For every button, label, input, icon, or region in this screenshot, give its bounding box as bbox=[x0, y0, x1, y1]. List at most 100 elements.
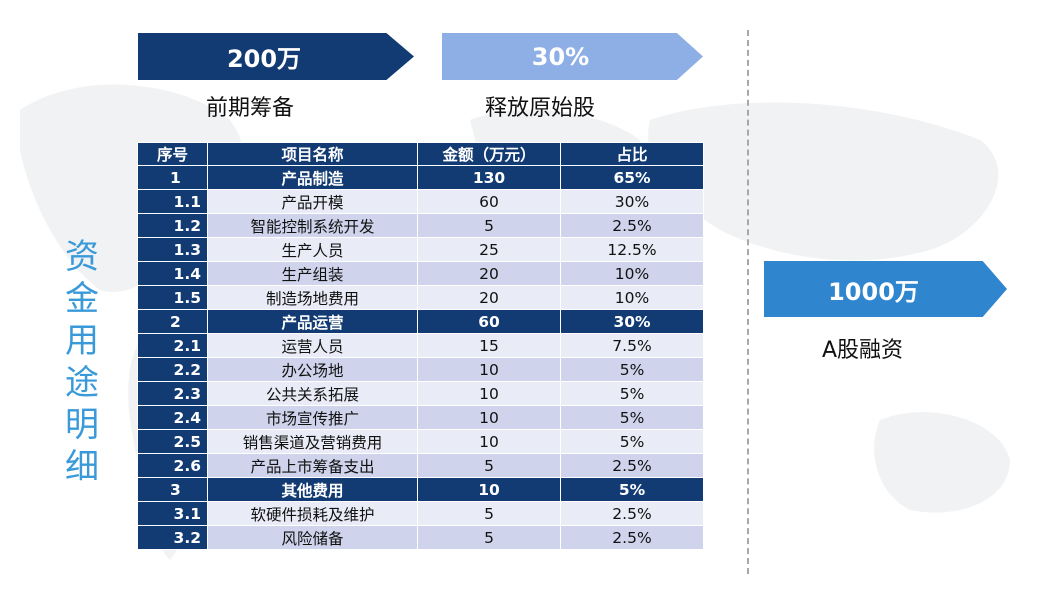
cell-amount: 5 bbox=[417, 453, 561, 478]
table-row: 1.3 生产人员 25 12.5% bbox=[137, 237, 704, 262]
cell-no: 3.2 bbox=[137, 525, 208, 550]
vertical-section-title: 资 金 用 途 明 细 bbox=[62, 236, 102, 488]
cell-name: 产品制造 bbox=[207, 165, 418, 190]
table-row: 2.6 产品上市筹备支出 5 2.5% bbox=[137, 453, 704, 478]
cell-no: 1 bbox=[137, 165, 208, 190]
cell-no: 1.5 bbox=[137, 285, 208, 310]
cell-name: 软硬件损耗及维护 bbox=[207, 501, 418, 526]
cell-name: 运营人员 bbox=[207, 333, 418, 358]
cell-amount: 10 bbox=[417, 405, 561, 430]
cell-amount: 10 bbox=[417, 381, 561, 406]
cell-amount: 5 bbox=[417, 213, 561, 238]
cell-ratio: 2.5% bbox=[560, 525, 704, 550]
header-no: 序号 bbox=[137, 142, 208, 166]
title-char: 金 bbox=[65, 279, 99, 319]
cell-no: 2.6 bbox=[137, 453, 208, 478]
cell-name: 其他费用 bbox=[207, 477, 418, 502]
cell-ratio: 5% bbox=[560, 429, 704, 454]
cell-amount: 10 bbox=[417, 477, 561, 502]
cell-no: 3 bbox=[137, 477, 208, 502]
header-ratio: 占比 bbox=[560, 142, 704, 166]
share-release-percent: 30% bbox=[531, 42, 590, 71]
cell-no: 1.2 bbox=[137, 213, 208, 238]
title-char: 资 bbox=[65, 237, 99, 277]
a-share-financing-caption: A股融资 bbox=[822, 338, 904, 363]
cell-no: 2.4 bbox=[137, 405, 208, 430]
cell-amount: 60 bbox=[417, 189, 561, 214]
cell-ratio: 2.5% bbox=[560, 453, 704, 478]
cell-ratio: 30% bbox=[560, 309, 704, 334]
cell-amount: 60 bbox=[417, 309, 561, 334]
share-release-arrow: 30% bbox=[442, 33, 703, 80]
cell-ratio: 5% bbox=[560, 477, 704, 502]
cell-name: 智能控制系统开发 bbox=[207, 213, 418, 238]
table-header-row: 序号 项目名称 金额（万元） 占比 bbox=[137, 142, 704, 166]
table-row: 2.5 销售渠道及营销费用 10 5% bbox=[137, 429, 704, 454]
cell-no: 2.5 bbox=[137, 429, 208, 454]
cell-no: 1.4 bbox=[137, 261, 208, 286]
cell-name: 产品开模 bbox=[207, 189, 418, 214]
table-group-row: 3 其他费用 10 5% bbox=[137, 477, 704, 502]
cell-ratio: 2.5% bbox=[560, 213, 704, 238]
table-row: 2.1 运营人员 15 7.5% bbox=[137, 333, 704, 358]
cell-ratio: 5% bbox=[560, 357, 704, 382]
cell-amount: 20 bbox=[417, 285, 561, 310]
fund-usage-table: 序号 项目名称 金额（万元） 占比 1 产品制造 130 65% 1.1 产品开模 60 30… bbox=[137, 142, 704, 550]
title-char: 明 bbox=[65, 405, 99, 445]
a-share-financing-arrow: 1000万 bbox=[764, 261, 1007, 317]
title-char: 细 bbox=[65, 447, 99, 487]
cell-name: 销售渠道及营销费用 bbox=[207, 429, 418, 454]
cell-amount: 10 bbox=[417, 429, 561, 454]
cell-amount: 130 bbox=[417, 165, 561, 190]
share-release-caption: 释放原始股 bbox=[485, 96, 596, 121]
cell-no: 2.3 bbox=[137, 381, 208, 406]
title-char: 用 bbox=[65, 321, 99, 361]
table-row: 2.2 办公场地 10 5% bbox=[137, 357, 704, 382]
cell-amount: 10 bbox=[417, 357, 561, 382]
cell-ratio: 30% bbox=[560, 189, 704, 214]
dashed-divider bbox=[747, 30, 749, 574]
cell-name: 生产组装 bbox=[207, 261, 418, 286]
cell-name: 产品运营 bbox=[207, 309, 418, 334]
header-amount: 金额（万元） bbox=[417, 142, 561, 166]
cell-name: 风险储备 bbox=[207, 525, 418, 550]
table-row: 1.1 产品开模 60 30% bbox=[137, 189, 704, 214]
cell-no: 1.1 bbox=[137, 189, 208, 214]
cell-amount: 5 bbox=[417, 525, 561, 550]
table-row: 1.5 制造场地费用 20 10% bbox=[137, 285, 704, 310]
table-group-row: 2 产品运营 60 30% bbox=[137, 309, 704, 334]
pre-funding-amount: 200万 bbox=[226, 45, 302, 73]
table-row: 2.4 市场宣传推广 10 5% bbox=[137, 405, 704, 430]
cell-name: 公共关系拓展 bbox=[207, 381, 418, 406]
cell-ratio: 10% bbox=[560, 261, 704, 286]
table-row: 2.3 公共关系拓展 10 5% bbox=[137, 381, 704, 406]
pre-funding-caption: 前期筹备 bbox=[206, 96, 295, 121]
header-name: 项目名称 bbox=[207, 142, 418, 166]
table-row: 3.2 风险储备 5 2.5% bbox=[137, 525, 704, 550]
cell-ratio: 5% bbox=[560, 405, 704, 430]
cell-amount: 5 bbox=[417, 501, 561, 526]
cell-no: 1.3 bbox=[137, 237, 208, 262]
cell-name: 产品上市筹备支出 bbox=[207, 453, 418, 478]
cell-ratio: 5% bbox=[560, 381, 704, 406]
table-row: 1.2 智能控制系统开发 5 2.5% bbox=[137, 213, 704, 238]
cell-ratio: 65% bbox=[560, 165, 704, 190]
cell-amount: 20 bbox=[417, 261, 561, 286]
cell-no: 2 bbox=[137, 309, 208, 334]
cell-no: 2.1 bbox=[137, 333, 208, 358]
table-row: 1.4 生产组装 20 10% bbox=[137, 261, 704, 286]
cell-ratio: 7.5% bbox=[560, 333, 704, 358]
cell-name: 办公场地 bbox=[207, 357, 418, 382]
cell-name: 制造场地费用 bbox=[207, 285, 418, 310]
cell-name: 市场宣传推广 bbox=[207, 405, 418, 430]
table-group-row: 1 产品制造 130 65% bbox=[137, 165, 704, 190]
cell-amount: 25 bbox=[417, 237, 561, 262]
cell-name: 生产人员 bbox=[207, 237, 418, 262]
cell-ratio: 12.5% bbox=[560, 237, 704, 262]
cell-ratio: 10% bbox=[560, 285, 704, 310]
pre-funding-arrow: 200万 bbox=[138, 33, 414, 80]
a-share-financing-amount: 1000万 bbox=[828, 277, 919, 306]
cell-amount: 15 bbox=[417, 333, 561, 358]
cell-ratio: 2.5% bbox=[560, 501, 704, 526]
table-row: 3.1 软硬件损耗及维护 5 2.5% bbox=[137, 501, 704, 526]
